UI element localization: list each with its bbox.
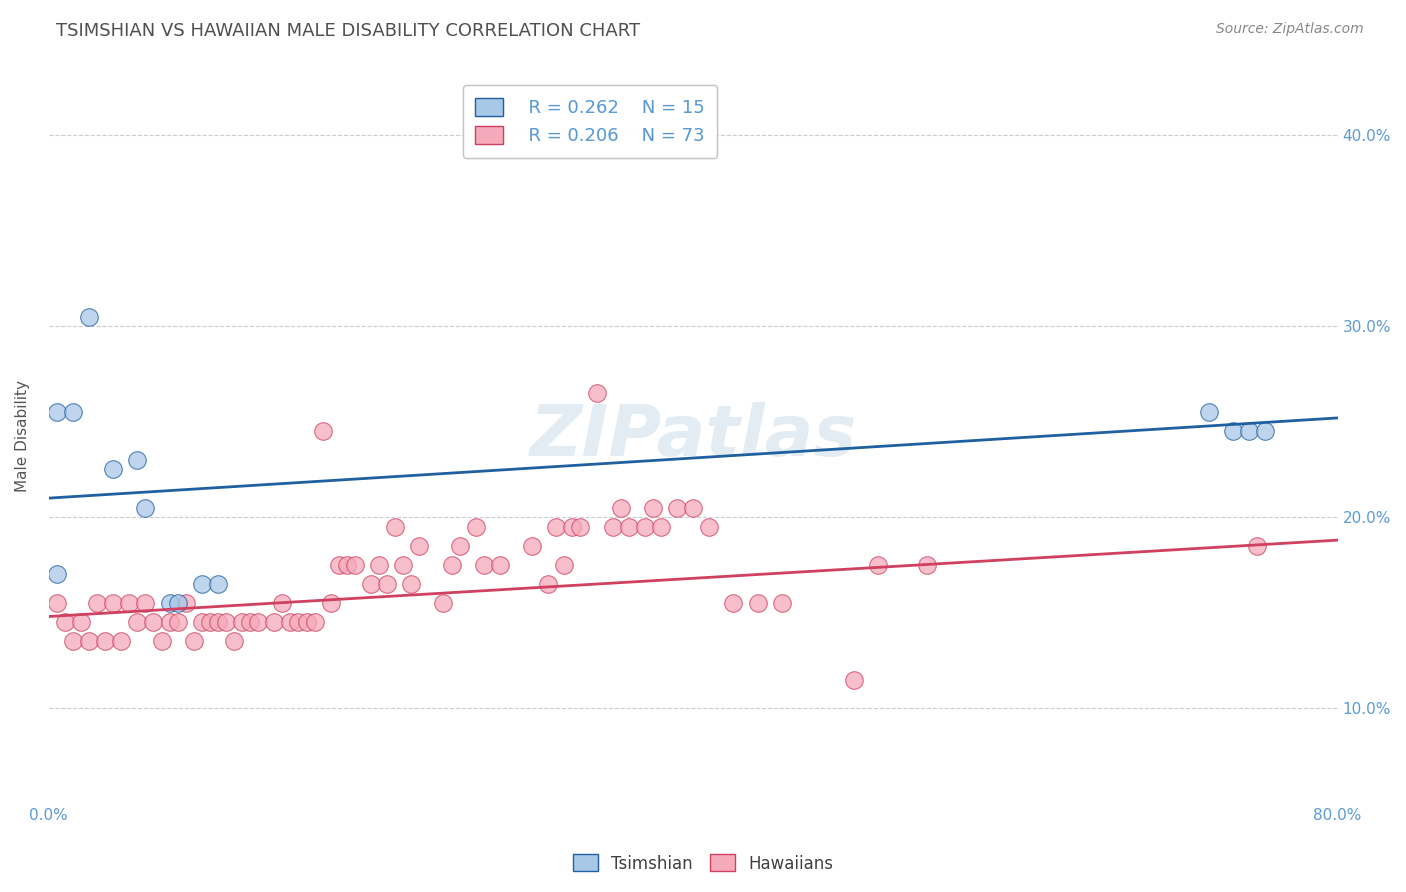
Text: Source: ZipAtlas.com: Source: ZipAtlas.com [1216,22,1364,37]
Point [134,596,156,610]
Point [634,520,657,534]
Point [207,577,229,591]
Point [747,596,769,610]
Point [142,615,165,630]
Point [617,520,640,534]
Point [602,520,624,534]
Point [336,558,359,572]
Point [1237,425,1260,439]
Point [432,596,454,610]
Point [384,520,406,534]
Point [489,558,512,572]
Point [546,520,568,534]
Point [183,634,205,648]
Point [375,577,398,591]
Point [520,539,543,553]
Point [118,596,141,610]
Point [103,596,125,610]
Point [127,615,149,630]
Point [770,596,793,610]
Point [844,673,866,687]
Legend:   R = 0.262    N = 15,   R = 0.206    N = 73: R = 0.262 N = 15, R = 0.206 N = 73 [463,85,717,158]
Point [45,567,67,582]
Point [174,596,197,610]
Point [263,615,285,630]
Point [53,615,76,630]
Legend: Tsimshian, Hawaiians: Tsimshian, Hawaiians [567,847,839,880]
Point [609,500,631,515]
Point [231,615,253,630]
Point [868,558,890,572]
Point [70,615,93,630]
Point [62,634,84,648]
Point [94,634,117,648]
Text: ZIPatlas: ZIPatlas [530,401,856,471]
Point [304,615,326,630]
Point [127,453,149,467]
Point [166,596,188,610]
Point [1246,539,1268,553]
Point [561,520,583,534]
Point [328,558,350,572]
Point [1254,425,1277,439]
Point [569,520,592,534]
Point [159,615,181,630]
Point [368,558,391,572]
Point [86,596,108,610]
Point [641,500,664,515]
Point [166,615,188,630]
Point [222,634,245,648]
Point [464,520,486,534]
Point [215,615,238,630]
Y-axis label: Male Disability: Male Disability [15,380,30,492]
Point [343,558,366,572]
Point [650,520,672,534]
Point [103,462,125,476]
Point [77,310,100,324]
Point [159,596,181,610]
Point [207,615,229,630]
Point [150,634,173,648]
Point [191,577,214,591]
Point [45,596,67,610]
Point [191,615,214,630]
Point [247,615,270,630]
Point [537,577,560,591]
Point [585,386,607,401]
Point [77,634,100,648]
Point [271,596,294,610]
Point [449,539,471,553]
Point [360,577,382,591]
Point [280,615,302,630]
Point [408,539,430,553]
Point [697,520,720,534]
Point [392,558,415,572]
Point [723,596,745,610]
Point [239,615,262,630]
Point [1198,405,1220,419]
Point [666,500,689,515]
Point [915,558,938,572]
Point [553,558,575,572]
Point [110,634,132,648]
Point [62,405,84,419]
Point [295,615,318,630]
Point [472,558,495,572]
Point [440,558,463,572]
Point [198,615,221,630]
Point [45,405,67,419]
Point [682,500,704,515]
Point [399,577,422,591]
Point [134,500,156,515]
Point [319,596,342,610]
Point [311,425,333,439]
Point [1222,425,1244,439]
Text: TSIMSHIAN VS HAWAIIAN MALE DISABILITY CORRELATION CHART: TSIMSHIAN VS HAWAIIAN MALE DISABILITY CO… [56,22,640,40]
Point [287,615,309,630]
